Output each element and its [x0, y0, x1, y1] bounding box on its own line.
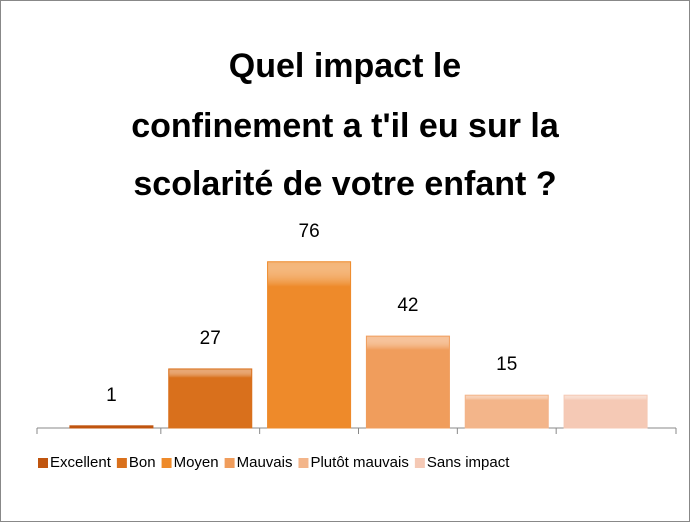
- data-label: 42: [397, 295, 418, 316]
- data-label: 76: [299, 221, 320, 242]
- legend-label: Moyen: [174, 454, 219, 471]
- legend-swatch: [116, 458, 127, 468]
- legend-label: Bon: [129, 454, 156, 471]
- legend-swatch: [298, 458, 309, 468]
- legend-swatch: [224, 458, 235, 468]
- bar: [464, 394, 549, 429]
- legend-swatch: [161, 458, 172, 468]
- legend-swatch: [38, 458, 48, 468]
- legend-label: Sans impact: [427, 454, 510, 471]
- bar: [267, 261, 352, 429]
- data-label: 27: [200, 328, 221, 349]
- data-label: 15: [496, 354, 517, 375]
- bar: [69, 425, 154, 429]
- bar: [563, 394, 648, 429]
- data-label: 1: [106, 385, 117, 406]
- bar: [365, 335, 450, 429]
- legend-label: Mauvais: [237, 454, 293, 471]
- legend-swatch: [414, 458, 425, 468]
- bar: [168, 368, 253, 429]
- chart-title: confinement a t'il eu sur la: [131, 107, 560, 145]
- legend-label: Plutôt mauvais: [310, 454, 408, 471]
- chart-title: scolarité de votre enfant ?: [133, 165, 556, 203]
- chart-title: Quel impact le: [229, 47, 461, 85]
- legend-label: Excellent: [50, 454, 112, 471]
